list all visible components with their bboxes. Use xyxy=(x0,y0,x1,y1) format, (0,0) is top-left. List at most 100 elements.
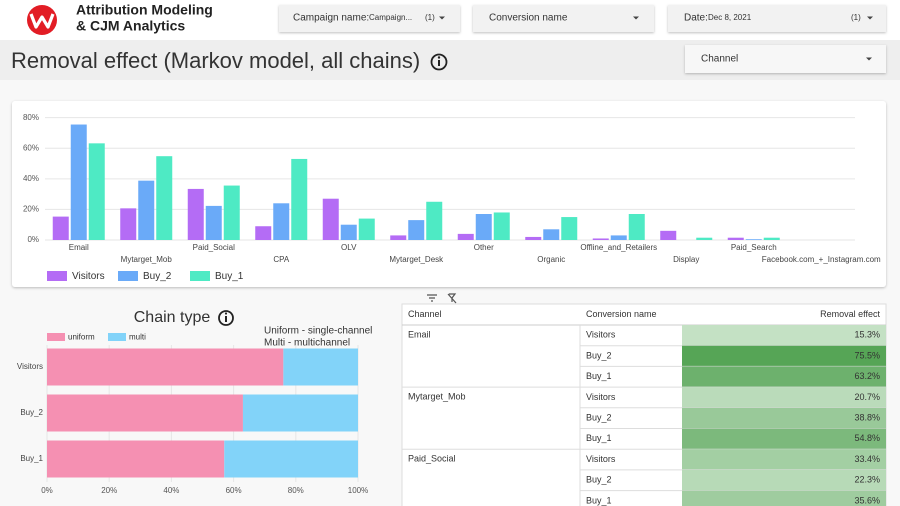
x-tick-label: Facebook.com_+_Instagram.com xyxy=(762,255,881,264)
app-title: Attribution Modeling xyxy=(76,2,213,18)
bar-segment xyxy=(242,394,358,432)
conversion-cell: Buy_2 xyxy=(586,475,612,485)
table-toolbar[interactable] xyxy=(427,293,457,304)
annotation: Uniform - single-channel xyxy=(264,326,372,337)
chart-title: Chain type xyxy=(134,309,211,326)
column-header: Channel xyxy=(408,309,442,319)
filter-value: Dec 8, 2021 xyxy=(708,13,752,22)
effect-value: 20.7% xyxy=(854,392,880,402)
effect-value: 15.3% xyxy=(854,330,880,340)
effect-value: 22.3% xyxy=(854,475,880,485)
bar xyxy=(561,217,578,240)
x-tick-label: Mytarget_Mob xyxy=(121,255,173,264)
y-tick-label: 60% xyxy=(23,143,39,152)
bar xyxy=(628,214,645,240)
bar xyxy=(408,220,425,240)
x-tick-label: 60% xyxy=(226,486,242,495)
filter-label: Date: xyxy=(684,13,708,24)
bar xyxy=(610,235,627,240)
bar xyxy=(88,143,105,240)
filter-channel[interactable]: Channel xyxy=(685,45,886,73)
conversion-cell: Visitors xyxy=(586,454,616,464)
bar xyxy=(525,236,542,240)
bar xyxy=(138,180,155,240)
bar-segment xyxy=(47,348,284,386)
filter-label: Channel xyxy=(701,54,738,65)
bar xyxy=(543,229,560,240)
x-tick-label: Paid_Search xyxy=(731,243,777,252)
bar xyxy=(156,156,173,240)
bar xyxy=(727,237,744,240)
legend-swatch xyxy=(108,333,126,341)
y-tick-label: 80% xyxy=(23,113,39,122)
filter-label: Conversion name xyxy=(489,13,568,24)
effect-cell xyxy=(682,407,886,429)
channel-cell: Email xyxy=(408,329,431,339)
bar xyxy=(52,216,69,240)
bar-chart: 0% 20% 40% 60% 80% Email Mytarget_Mob Paid_Soci… xyxy=(23,113,881,282)
channel-cell: Paid_Social xyxy=(408,454,456,464)
bar xyxy=(426,201,443,240)
x-tick-label: Organic xyxy=(537,255,565,264)
bar xyxy=(660,230,677,240)
conversion-cell: Buy_1 xyxy=(586,433,612,443)
x-tick-label: 0% xyxy=(41,486,53,495)
conversion-cell: Buy_2 xyxy=(586,413,612,423)
bar xyxy=(120,208,137,240)
legend-label[interactable]: uniform xyxy=(68,333,95,342)
effect-cell xyxy=(682,345,886,367)
legend-label[interactable]: Buy_1 xyxy=(215,271,244,282)
effect-cell xyxy=(682,449,886,470)
bar xyxy=(273,203,290,240)
y-tick-label: 0% xyxy=(27,235,39,244)
effect-cell xyxy=(682,325,886,346)
effect-value: 63.2% xyxy=(854,371,880,381)
legend-swatch xyxy=(118,271,138,281)
chain-info-icon[interactable] xyxy=(218,310,234,326)
filter-count: (1) xyxy=(425,13,435,22)
bar xyxy=(223,185,240,240)
y-tick-label: 20% xyxy=(23,205,39,214)
legend-label[interactable]: Buy_2 xyxy=(143,271,172,282)
filter-conversion[interactable]: Conversion name xyxy=(473,5,654,32)
bar xyxy=(696,237,713,240)
x-tick-label: 80% xyxy=(288,486,304,495)
page-title: Removal effect (Markov model, all chains… xyxy=(11,48,420,73)
x-tick-label: OLV xyxy=(341,243,357,252)
table: Channel Conversion name Removal effect Emai… xyxy=(402,309,886,506)
bar xyxy=(457,233,474,240)
logo xyxy=(27,5,57,35)
conversion-cell: Buy_1 xyxy=(586,371,612,381)
bar xyxy=(493,212,510,240)
bar xyxy=(291,158,308,240)
filter-campaign[interactable]: Campaign name: Campaign... (1) xyxy=(279,5,460,32)
conversion-cell: Visitors xyxy=(586,330,616,340)
effect-cell xyxy=(682,366,886,388)
conversion-cell: Buy_2 xyxy=(586,350,612,360)
conversion-cell: Buy_1 xyxy=(586,495,612,505)
bar xyxy=(187,188,204,240)
filter-value: Campaign... xyxy=(369,13,412,22)
legend-label[interactable]: multi xyxy=(129,333,146,342)
x-tick-label: 20% xyxy=(101,486,117,495)
effect-value: 75.5% xyxy=(854,350,880,360)
bar xyxy=(70,124,87,240)
bar-segment xyxy=(47,394,243,432)
info-icon[interactable] xyxy=(430,53,448,71)
effect-value: 38.8% xyxy=(854,413,880,423)
x-tick-label: CPA xyxy=(273,255,290,264)
y-tick-label: Buy_2 xyxy=(20,408,43,417)
y-tick-label: 40% xyxy=(23,174,39,183)
legend-label[interactable]: Visitors xyxy=(72,271,105,282)
filter-date[interactable]: Date: Dec 8, 2021 (1) xyxy=(668,5,886,32)
x-tick-label: Offline_and_Retailers xyxy=(580,243,657,252)
bar xyxy=(390,235,407,240)
y-tick-label: Buy_1 xyxy=(20,454,43,463)
annotation: Multi - multichannel xyxy=(264,338,350,349)
bar-segment xyxy=(224,440,358,478)
app-title: & CJM Analytics xyxy=(76,18,185,34)
channel-cell: Mytarget_Mob xyxy=(408,391,466,401)
effect-cell xyxy=(682,490,886,506)
